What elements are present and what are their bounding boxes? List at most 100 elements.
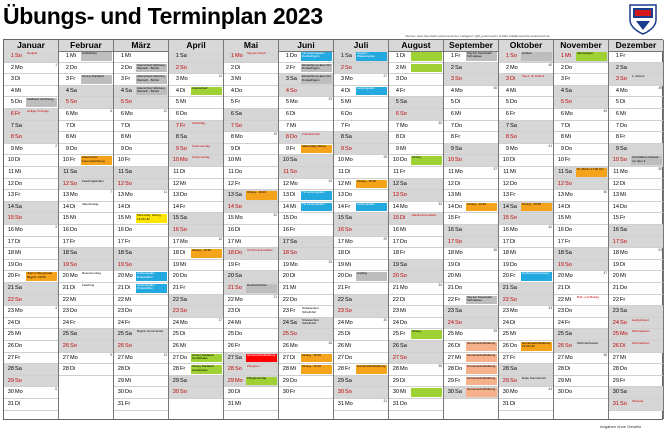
day-cell[interactable]: 24 Fr — [114, 318, 168, 330]
day-cell[interactable]: 8 Sa — [169, 132, 223, 144]
event-entry[interactable]: Atemschutz-Wartung Wertach - Bichel — [136, 63, 167, 73]
day-cell[interactable]: 4 Sa — [59, 85, 113, 98]
day-cell[interactable]: 2 Mi — [389, 63, 443, 75]
event-entry[interactable]: Herbstversammlung — [521, 272, 552, 281]
event-entry[interactable]: Gemeinschaftsübung — [466, 342, 497, 351]
day-cell[interactable]: 16 Do — [59, 225, 113, 237]
day-cell[interactable]: 3 Do — [389, 74, 443, 86]
day-cell[interactable]: 3 Di Tag d. dt. Einheit — [499, 74, 553, 86]
day-cell[interactable]: 19 Do — [4, 260, 58, 272]
day-cell[interactable]: 2 So — [169, 62, 223, 75]
event-entry[interactable]: Weihnachten — [632, 342, 650, 345]
day-cell[interactable]: 3 Di — [4, 74, 58, 86]
day-cell[interactable]: 17 So — [444, 236, 498, 249]
day-cell[interactable]: 12 Fr — [224, 179, 278, 191]
day-cell[interactable]: 4 Mi — [499, 86, 553, 98]
event-entry[interactable]: Atemschutz-Wartung Wertach - Bichel — [136, 86, 167, 96]
day-cell[interactable]: 29 Mi — [114, 376, 168, 388]
day-cell[interactable]: 8 So — [499, 132, 553, 144]
day-cell[interactable]: 22 Sa — [334, 294, 388, 307]
day-cell[interactable]: 19 Di — [444, 260, 498, 272]
day-cell[interactable]: 2 Mo 1 — [4, 63, 58, 75]
event-entry[interactable]: Gemeinschaftsübung — [356, 365, 387, 374]
day-cell[interactable]: 5 Mi — [169, 97, 223, 109]
day-cell[interactable]: 18 Sa — [114, 248, 168, 260]
day-cell[interactable]: 16 Do — [114, 225, 168, 237]
event-entry[interactable]: Übung - 19:30 — [246, 191, 277, 200]
day-cell[interactable]: 28 Sa — [4, 364, 58, 376]
day-cell[interactable]: 25 Mi — [4, 329, 58, 341]
event-entry[interactable]: Gemeinschaftsübung — [466, 376, 497, 386]
day-cell[interactable]: 6 Sa — [224, 109, 278, 121]
day-cell[interactable]: 14 So — [224, 201, 278, 214]
day-cell[interactable]: 27 Mo 13 — [114, 353, 168, 365]
day-cell[interactable]: 1 Di — [389, 51, 443, 63]
day-cell[interactable]: 10 So — [444, 155, 498, 167]
day-cell[interactable]: 25 Di — [334, 329, 388, 341]
day-cell[interactable]: 5 Di — [444, 97, 498, 109]
event-entry[interactable]: St. Martin 17:00 Uhr — [576, 168, 607, 177]
day-cell[interactable]: 27 Do — [334, 353, 388, 365]
day-cell[interactable]: 9 Do — [554, 144, 608, 156]
event-entry[interactable]: Faschingskinder — [82, 179, 104, 183]
event-entry[interactable]: Hochzeit Peter — [246, 284, 277, 293]
day-cell[interactable]: 4 Fr — [389, 86, 443, 98]
day-cell[interactable]: 18 Fr — [389, 248, 443, 260]
event-entry[interactable]: Hoffest — [521, 52, 552, 61]
event-entry[interactable]: Übung - 19:30 — [191, 249, 222, 258]
day-cell[interactable]: 6 Mi — [444, 109, 498, 121]
day-cell[interactable]: 18 Do Christi Himmelfahrt — [224, 248, 278, 260]
day-cell[interactable]: 12 Mi Übung - 19:30 — [334, 179, 388, 191]
event-entry[interactable]: Valentinstag — [82, 202, 99, 206]
day-cell[interactable]: 30 Di — [224, 387, 278, 399]
event-entry[interactable]: Ende Sommerzeit — [522, 376, 546, 380]
day-cell[interactable]: 2 Mo 40 — [499, 63, 553, 75]
day-cell[interactable]: 19 Do — [499, 260, 553, 272]
day-cell[interactable]: 19 Fr — [224, 260, 278, 272]
day-cell[interactable]: 29 So — [4, 375, 58, 388]
day-cell[interactable]: 14 Do Übung - 19:30 — [444, 202, 498, 214]
day-cell[interactable]: 5 Di — [609, 97, 663, 109]
day-cell[interactable]: 27 Mo 48 — [554, 353, 608, 365]
day-cell[interactable]: 23 Do — [59, 306, 113, 318]
event-entry[interactable]: Aktionstag Übung — [301, 144, 332, 154]
day-cell[interactable]: 3 Fr Übung Stadtaufl. — [59, 74, 113, 86]
day-cell[interactable]: 8 Mi — [59, 132, 113, 144]
day-cell[interactable]: 18 Mo 51 — [609, 248, 663, 260]
day-cell[interactable]: 17 Fr — [59, 237, 113, 249]
day-cell[interactable]: 1 Sa Jugend - Wasserspiele — [334, 51, 388, 63]
day-cell[interactable]: 26 So — [59, 341, 113, 353]
event-entry[interactable]: Einweihung Haus OH Dunkelfingen — [301, 75, 332, 84]
event-entry[interactable]: Übung — [411, 330, 442, 339]
day-cell[interactable]: 2 So — [334, 62, 388, 75]
day-cell[interactable]: 27 Fr — [4, 353, 58, 365]
day-cell[interactable]: 10 So Christbaum Verkauf vor dem 3 — [609, 155, 663, 167]
day-cell[interactable]: 24 Fr — [59, 318, 113, 330]
day-cell[interactable]: 29 Mi — [554, 376, 608, 388]
day-cell[interactable]: 6 Do — [169, 109, 223, 121]
day-cell[interactable]: 30 Do — [114, 387, 168, 399]
day-cell[interactable]: 22 So — [499, 294, 553, 307]
day-cell[interactable]: 28 Fr Übung Stadtaufl. Gerätehaus — [169, 364, 223, 376]
day-cell[interactable]: 6 Mo 6 — [59, 109, 113, 121]
day-cell[interactable]: 16 Sa — [609, 225, 663, 237]
day-cell[interactable]: 12 Mo 24 — [279, 179, 333, 191]
day-cell[interactable]: 13 Mo 11 — [114, 190, 168, 202]
day-cell[interactable]: 20 Mo Leistungsabz. Dinkelsbühl — [114, 271, 168, 283]
day-cell[interactable]: 30 Sa — [609, 387, 663, 399]
day-cell[interactable]: 27 So — [389, 352, 443, 365]
day-cell[interactable]: 26 Sa — [389, 341, 443, 353]
day-cell[interactable]: 31 Mi — [224, 399, 278, 411]
day-cell[interactable]: 2 Sa — [444, 62, 498, 75]
day-cell[interactable]: 10 Sa — [279, 155, 333, 167]
day-cell[interactable]: 14 Do — [609, 202, 663, 214]
day-cell[interactable]: 13 Mi — [444, 190, 498, 202]
day-cell[interactable]: 18 Di Übung - 19:30 — [169, 248, 223, 260]
day-cell[interactable]: 28 Do — [609, 364, 663, 376]
day-cell[interactable]: 26 Fr — [224, 341, 278, 353]
event-entry[interactable]: Allerheiligen — [576, 52, 607, 61]
day-cell[interactable]: 20 Di — [279, 271, 333, 283]
day-cell[interactable]: 12 Di — [444, 179, 498, 191]
day-cell[interactable]: 10 Fr Atemschutz Feuerwehrübung — [59, 155, 113, 167]
day-cell[interactable]: 24 Di — [499, 318, 553, 330]
